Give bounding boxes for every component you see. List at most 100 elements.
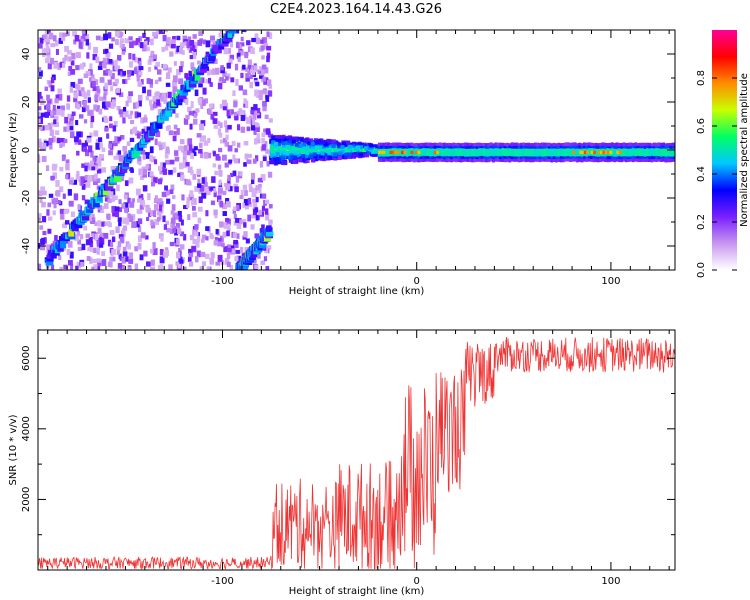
- heatmap-cell: [166, 227, 171, 233]
- heatmap-cell: [161, 142, 166, 148]
- heatmap-cell: [545, 148, 549, 157]
- heatmap-cell: [108, 70, 113, 77]
- heatmap-cell: [401, 150, 405, 155]
- heatmap-cell: [109, 116, 113, 122]
- heatmap-cell: [109, 256, 113, 264]
- heatmap-cell: [70, 69, 76, 75]
- heatmap-cell: [255, 37, 261, 45]
- heatmap-cell: [127, 266, 132, 270]
- heatmap-cell: [261, 64, 267, 70]
- heatmap-cell: [171, 39, 176, 44]
- heatmap-cell: [74, 34, 80, 42]
- heatmap-cell: [364, 146, 369, 151]
- heatmap-cell: [94, 161, 98, 166]
- heatmap-cell: [61, 155, 65, 162]
- heatmap-cell: [277, 138, 282, 143]
- heatmap-cell: [92, 199, 100, 208]
- heatmap-cell: [270, 159, 275, 164]
- heatmap-cell: [319, 156, 324, 161]
- heatmap-cell: [132, 128, 137, 134]
- heatmap-cell: [239, 50, 244, 56]
- heatmap-cell: [140, 175, 144, 181]
- heatmap-cell: [234, 256, 239, 262]
- heatmap-cell: [249, 66, 254, 74]
- heatmap-cell: [81, 142, 87, 150]
- heatmap-cell: [183, 118, 189, 125]
- heatmap-cell: [136, 209, 141, 214]
- heatmap-cell: [510, 148, 514, 157]
- heatmap-cell: [251, 118, 256, 126]
- heatmap-cell: [73, 92, 79, 99]
- heatmap-cell: [227, 145, 233, 152]
- heatmap-cell: [236, 124, 241, 131]
- heatmap-cell: [303, 138, 308, 143]
- heatmap-cell: [384, 148, 388, 157]
- heatmap-cell: [68, 229, 75, 237]
- heatmap-cell: [308, 138, 313, 143]
- heatmap-cell: [206, 190, 211, 196]
- heatmap-cell: [175, 261, 180, 266]
- heatmap-cell: [600, 150, 604, 155]
- heatmap-cell: [261, 137, 265, 144]
- heatmap-cell: [55, 94, 60, 100]
- heatmap-cell: [323, 142, 328, 147]
- heatmap-cell: [107, 79, 112, 86]
- heatmap-cell: [102, 188, 109, 196]
- heatmap-cell: [55, 49, 59, 55]
- heatmap-cell: [64, 54, 68, 61]
- heatmap-cell: [149, 79, 153, 85]
- heatmap-cell: [286, 145, 291, 150]
- heatmap-cell: [145, 164, 150, 169]
- heatmap-cell: [257, 177, 263, 183]
- heatmap-cell: [110, 242, 114, 248]
- heatmap-cell: [52, 104, 56, 111]
- heatmap-cell: [114, 64, 119, 70]
- heatmap-cell: [38, 263, 42, 270]
- heatmap-cell: [255, 81, 260, 87]
- heatmap-cell: [179, 244, 185, 250]
- heatmap-cell: [83, 100, 87, 108]
- heatmap-cell: [143, 126, 148, 133]
- heatmap-cell: [68, 200, 74, 207]
- heatmap-cell: [60, 138, 65, 143]
- heatmap-cell: [307, 141, 312, 146]
- heatmap-cell: [208, 53, 216, 60]
- heatmap-cell: [662, 148, 666, 157]
- heatmap-cell: [145, 95, 150, 101]
- heatmap-cell: [187, 166, 193, 173]
- heatmap-cell: [244, 204, 249, 210]
- heatmap-cell: [334, 140, 339, 145]
- heatmap-cell: [362, 143, 367, 148]
- heatmap-cell: [163, 251, 168, 258]
- heatmap-cell: [157, 209, 161, 216]
- heatmap-cell: [81, 106, 86, 113]
- heatmap-cell: [101, 259, 107, 266]
- heatmap-cell: [229, 30, 235, 33]
- heatmap-cell: [531, 148, 535, 157]
- heatmap-cell: [76, 104, 81, 110]
- heatmap-cell: [176, 45, 181, 53]
- heatmap-cell: [57, 93, 63, 101]
- heatmap-cell: [149, 38, 154, 46]
- heatmap-cell: [38, 190, 43, 197]
- heatmap-cell: [217, 195, 222, 203]
- heatmap-cell: [154, 195, 158, 203]
- heatmap-cell: [222, 202, 227, 210]
- heatmap-cell: [251, 37, 256, 43]
- heatmap-cell: [191, 205, 196, 211]
- heatmap-cell: [40, 186, 46, 191]
- heatmap-cell: [152, 210, 157, 218]
- heatmap-cell: [76, 261, 81, 269]
- heatmap-cell: [281, 156, 286, 161]
- heatmap-cell: [99, 234, 103, 240]
- heatmap-cell: [172, 86, 178, 92]
- heatmap-cell: [135, 101, 139, 109]
- heatmap-cell: [165, 82, 171, 87]
- heatmap-cell: [176, 238, 180, 246]
- heatmap-cell: [513, 148, 516, 157]
- heatmap-cell: [223, 137, 228, 143]
- heatmap-cell: [262, 156, 267, 162]
- heatmap-cell: [424, 148, 428, 156]
- heatmap-cell: [275, 152, 280, 157]
- heatmap-cell: [198, 206, 203, 212]
